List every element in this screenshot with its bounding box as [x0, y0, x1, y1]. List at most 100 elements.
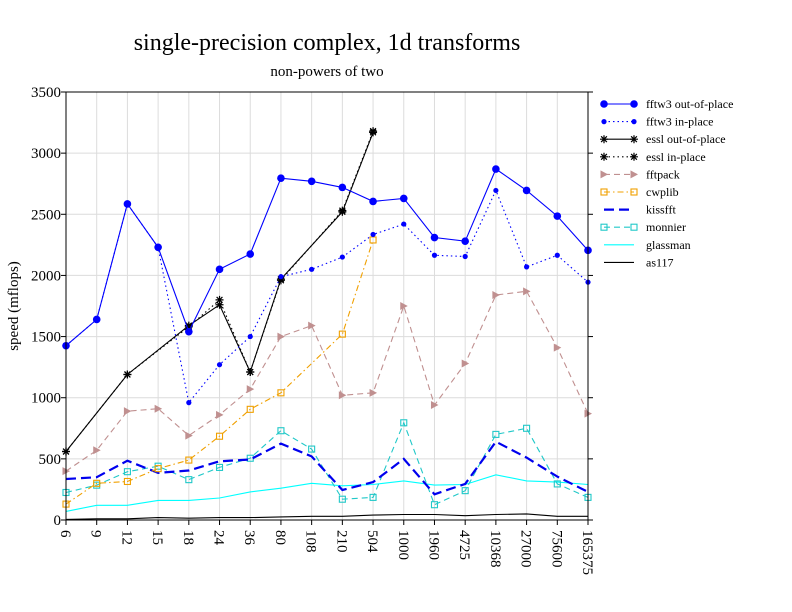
data-point: [461, 487, 469, 495]
data-point: [215, 463, 224, 471]
y-tick-label: 3500: [31, 85, 61, 101]
x-tick-label: 1000: [395, 530, 411, 560]
legend-entry: glassman: [604, 238, 691, 252]
data-point: [430, 233, 439, 242]
data-point: [154, 243, 162, 252]
plot-frame: [65, 91, 589, 521]
legend-label: glassman: [646, 238, 691, 252]
data-point: [246, 385, 255, 394]
data-point: [553, 343, 562, 352]
x-tick-label: 15: [149, 530, 165, 545]
data-point: [554, 252, 560, 258]
data-point: [277, 389, 285, 397]
axes: 0 500 1000 1500 2000 2500 3000 3500 6 9 12 15 18 24 36…: [31, 85, 595, 575]
x-tick-label: 24: [211, 530, 227, 546]
data-point: [400, 419, 408, 427]
data-point: [430, 401, 439, 410]
x-tick-label: 4725: [456, 530, 472, 560]
legend-label: monnier: [646, 220, 686, 234]
data-point: [523, 424, 531, 432]
y-tick-label: 3000: [31, 146, 61, 162]
legend-label: kissfft: [646, 203, 676, 217]
legend-entry: fftpack: [600, 167, 680, 181]
data-point: [401, 221, 407, 227]
legend-label: fftpack: [646, 167, 680, 181]
data-point: [185, 431, 193, 440]
data-point: [123, 407, 132, 416]
legend-label: as117: [646, 255, 674, 269]
data-point: [215, 295, 224, 304]
data-point: [338, 183, 347, 192]
x-tick-label: 80: [272, 530, 288, 545]
data-point: [123, 468, 131, 476]
legend-label: fftw3 out-of-place: [646, 97, 733, 111]
data-point: [246, 250, 255, 258]
data-point: [154, 465, 162, 473]
legend-label: cwplib: [646, 185, 679, 199]
data-point: [184, 321, 193, 330]
data-point: [462, 253, 468, 260]
grid: [66, 92, 588, 520]
data-point: [461, 237, 469, 245]
legend-marker: [600, 100, 608, 108]
data-point: [215, 265, 224, 274]
x-tick-label: 504: [364, 530, 380, 553]
data-point: [123, 200, 132, 208]
y-tick-label: 500: [39, 452, 62, 468]
data-point: [369, 128, 378, 137]
data-point: [277, 174, 285, 183]
data-point: [369, 197, 377, 206]
data-point: [492, 165, 500, 173]
data-point: [185, 327, 193, 336]
y-tick-label: 2500: [31, 207, 61, 223]
series-line: [65, 132, 374, 452]
series-0: [62, 165, 592, 350]
data-point: [308, 445, 316, 453]
series-line: [65, 239, 374, 505]
data-point: [216, 362, 223, 368]
legend-marker: [630, 100, 638, 108]
data-point: [523, 264, 530, 270]
x-tick-label: 12: [118, 530, 134, 545]
x-tick-label: 165375: [579, 530, 595, 575]
data-point: [186, 400, 192, 406]
legend-marker: [600, 152, 608, 161]
legend-entry: monnier: [600, 220, 686, 234]
series-6: [65, 440, 589, 496]
series-4: [62, 287, 592, 476]
data-point: [522, 186, 531, 195]
legend-entry: essl in-place: [600, 150, 706, 164]
series-line: [65, 290, 589, 472]
series-line: [65, 440, 589, 496]
data-point: [431, 252, 438, 258]
data-point: [461, 359, 470, 368]
legend-label: essl in-place: [646, 150, 706, 164]
data-point: [338, 330, 346, 338]
data-point: [493, 187, 499, 194]
x-tick-label: 108: [303, 530, 319, 553]
data-point: [185, 476, 193, 484]
x-tick-label: 75600: [548, 530, 564, 568]
y-tick-label: 1000: [31, 391, 61, 407]
data-point: [339, 254, 345, 260]
data-point: [123, 477, 131, 486]
series-line: [65, 474, 589, 512]
series-line: [65, 189, 589, 404]
data-point: [215, 300, 224, 309]
series-9: [65, 513, 588, 520]
data-point: [370, 231, 376, 238]
x-tick-label: 36: [241, 530, 257, 546]
data-point: [338, 391, 347, 400]
x-tick-label: 18: [180, 530, 196, 545]
data-point: [277, 332, 285, 341]
data-point: [553, 480, 561, 488]
data-point: [492, 430, 500, 438]
data-point: [308, 321, 316, 330]
data-point: [369, 493, 377, 501]
x-tick-label: 6: [57, 530, 73, 538]
data-point: [92, 315, 101, 324]
data-point: [278, 274, 284, 280]
legend-entry: fftw3 in-place: [601, 115, 713, 129]
y-tick-label: 1500: [31, 330, 61, 346]
